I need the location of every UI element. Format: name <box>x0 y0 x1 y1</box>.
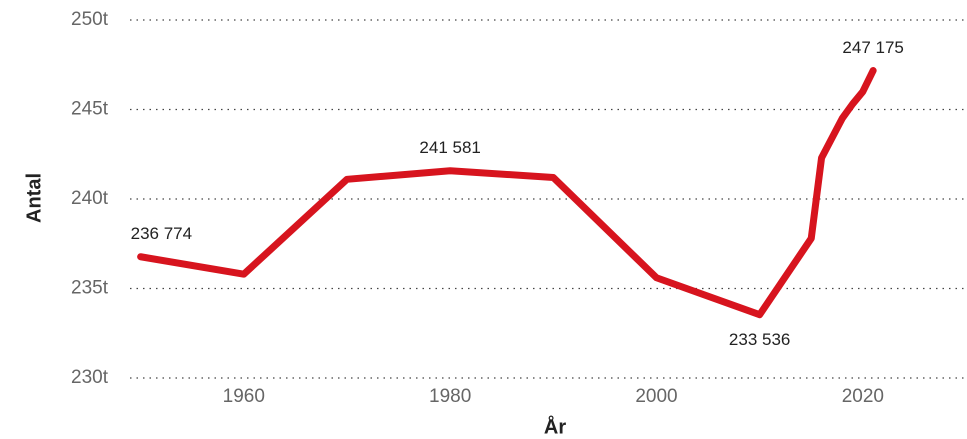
x-tick-label: 2020 <box>842 386 884 407</box>
x-tick-label: 1980 <box>429 386 471 407</box>
x-tick-label: 2000 <box>635 386 677 407</box>
data-label: 236 774 <box>131 224 192 243</box>
data-label: 247 175 <box>842 38 903 57</box>
data-label: 241 581 <box>419 138 480 157</box>
y-tick-label: 250t <box>71 9 109 30</box>
line <box>137 67 877 319</box>
y-tick-label: 235t <box>71 278 109 299</box>
data-label: 233 536 <box>729 330 790 349</box>
y-tick-label: 240t <box>71 188 109 209</box>
y-axis-title: Antal <box>23 173 45 223</box>
y-tick-label: 230t <box>71 367 109 388</box>
x-tick-label: 1960 <box>223 386 265 407</box>
x-axis-title: År <box>544 414 566 438</box>
y-tick-label: 245t <box>71 99 109 120</box>
